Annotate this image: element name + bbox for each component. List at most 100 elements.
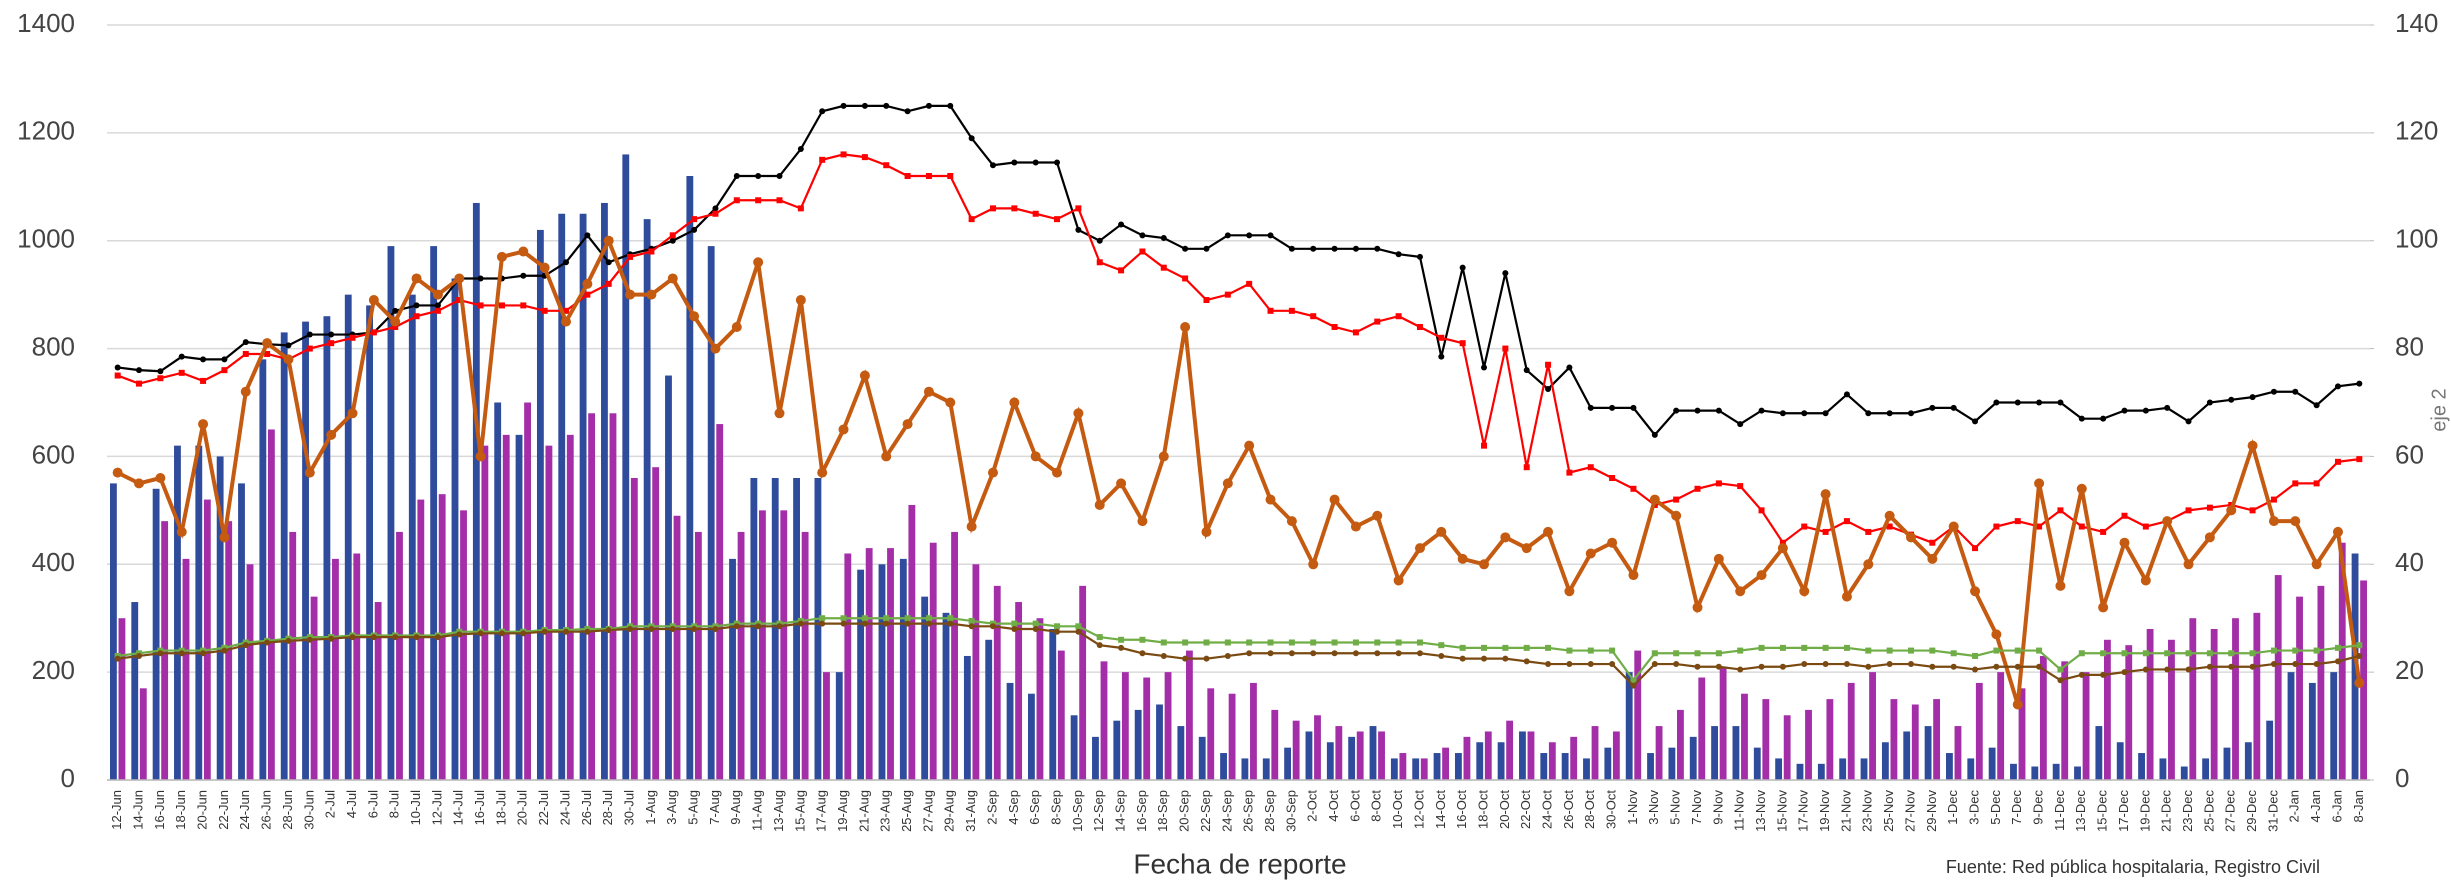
bar <box>878 564 886 780</box>
marker <box>691 626 698 632</box>
marker <box>1929 663 1936 670</box>
bar <box>2274 575 2282 780</box>
bar <box>2168 639 2175 780</box>
x-tick-label: 8-Oct <box>1369 790 1384 822</box>
marker <box>1288 307 1295 314</box>
bar <box>887 548 894 780</box>
x-tick-label: 8-Jul <box>387 790 402 818</box>
marker <box>1331 245 1338 252</box>
marker <box>1224 232 1231 239</box>
x-tick-label: 9-Nov <box>1710 790 1725 825</box>
marker <box>1929 539 1936 546</box>
y2-tick-label: 80 <box>2395 331 2424 361</box>
marker <box>1609 661 1616 668</box>
x-tick-label: 12-Sep <box>1091 790 1106 832</box>
x-tick-label: 5-Aug <box>686 790 701 825</box>
marker <box>2292 480 2299 487</box>
marker <box>370 634 377 641</box>
bar <box>1070 715 1078 780</box>
x-tick-label: 27-Aug <box>920 790 935 832</box>
bar <box>2061 661 2069 780</box>
bar <box>1143 677 1151 780</box>
bar <box>515 434 523 780</box>
marker <box>2334 644 2341 651</box>
marker <box>392 324 399 330</box>
marker <box>1929 647 1936 654</box>
bar <box>1826 699 1834 780</box>
marker <box>989 205 996 212</box>
x-tick-label: 25-Aug <box>899 790 914 832</box>
marker <box>200 650 207 657</box>
marker <box>1395 251 1402 258</box>
marker <box>1993 399 2000 406</box>
bar <box>417 499 425 780</box>
bar <box>2308 682 2316 780</box>
marker <box>1735 586 1746 597</box>
x-tick-label: 14-Sep <box>1113 790 1128 832</box>
bar <box>985 639 993 780</box>
x-tick-label: 11-Dec <box>2052 790 2067 831</box>
marker <box>776 197 783 204</box>
marker <box>1779 410 1786 417</box>
marker <box>1543 526 1554 537</box>
marker <box>584 628 591 635</box>
marker <box>1246 639 1253 646</box>
bar <box>1113 720 1121 780</box>
x-tick-label: 9-Dec <box>2031 790 2046 825</box>
marker <box>669 232 676 239</box>
x-tick-label: 10-Sep <box>1070 790 1085 832</box>
marker <box>1756 570 1767 581</box>
bar <box>1741 693 1748 780</box>
x-tick-label: 30-Sep <box>1283 790 1298 832</box>
marker <box>2356 642 2363 649</box>
bar <box>622 154 630 780</box>
y2-tick-label: 40 <box>2395 547 2424 577</box>
bar <box>2116 742 2124 780</box>
marker <box>925 102 932 109</box>
marker <box>1244 440 1255 451</box>
x-tick-label: 15-Aug <box>792 790 807 832</box>
bar <box>2244 742 2252 780</box>
bar <box>1591 726 1599 780</box>
x-tick-label: 5-Nov <box>1668 790 1683 825</box>
bar <box>430 246 438 780</box>
bar <box>408 294 416 780</box>
bar <box>771 478 779 780</box>
marker <box>1118 267 1125 274</box>
marker <box>883 615 890 622</box>
bar <box>1612 731 1620 780</box>
marker <box>1372 510 1383 521</box>
marker <box>1545 644 1552 651</box>
marker <box>2228 396 2235 403</box>
bar <box>1933 699 1941 780</box>
marker <box>627 253 634 260</box>
marker <box>221 356 228 363</box>
marker <box>819 620 826 627</box>
marker <box>2247 440 2258 451</box>
x-tick-label: 13-Aug <box>771 790 786 832</box>
bar <box>1356 731 1364 780</box>
marker <box>285 342 292 349</box>
y-tick-label: 800 <box>32 331 75 361</box>
bar <box>2138 753 2145 780</box>
marker <box>1308 559 1319 570</box>
marker <box>755 197 762 204</box>
marker <box>1502 345 1509 352</box>
marker <box>2036 663 2043 670</box>
marker <box>1993 523 2000 530</box>
marker <box>1694 407 1701 414</box>
marker <box>1843 518 1850 525</box>
bar <box>1805 709 1812 780</box>
x-tick-label: 8-Sep <box>1048 790 1063 825</box>
x-tick-label: 30-Jul <box>621 790 636 826</box>
x-tick-label: 31-Dec <box>2265 790 2280 832</box>
x-tick-label: 29-Aug <box>942 790 957 832</box>
marker <box>627 626 634 632</box>
bar <box>1484 731 1492 780</box>
bar <box>481 445 489 780</box>
bar <box>1454 753 1462 780</box>
bar <box>686 176 694 780</box>
marker <box>1416 253 1423 260</box>
bar <box>139 688 147 780</box>
bar <box>1924 726 1932 780</box>
